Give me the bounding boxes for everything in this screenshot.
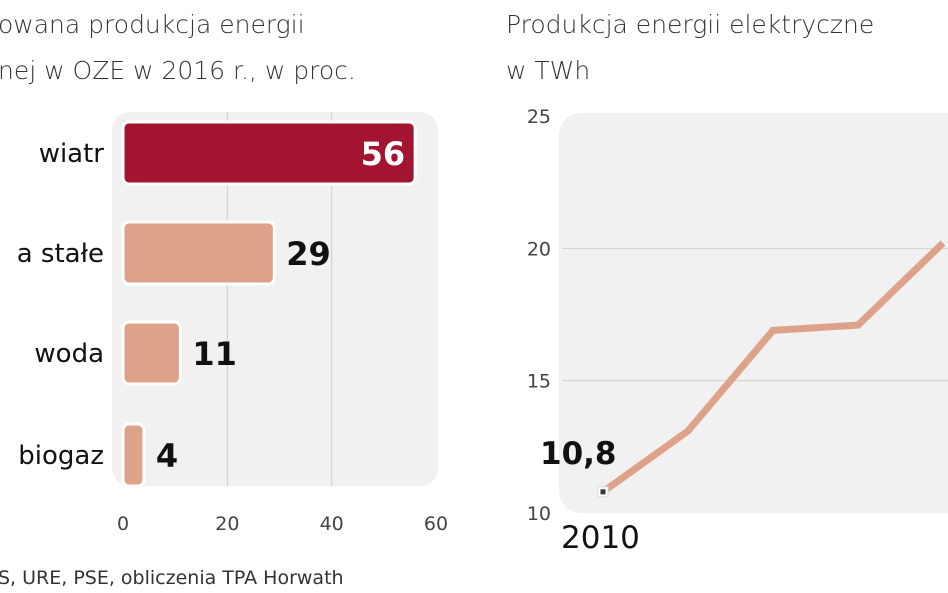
x-tick-2010: 2010 <box>561 520 640 556</box>
value-label: 4 <box>156 437 178 475</box>
value-label: 29 <box>286 235 331 273</box>
bar <box>121 220 276 286</box>
y-tick-label: 15 <box>527 371 551 393</box>
y-tick-label: 10 <box>527 503 551 525</box>
x-tick-label: 0 <box>117 513 129 535</box>
category-label: woda <box>34 339 104 369</box>
line-chart-title-line-2: w TWh <box>506 56 590 85</box>
bar-chart-title-line-2: nej w OZE w 2016 r., w proc. <box>0 56 356 85</box>
bar-chart: owana produkcja energii nej w OZE w 2016… <box>0 10 448 589</box>
x-tick-label: 60 <box>424 513 448 535</box>
source-note: S, URE, PSE, obliczenia TPA Horwath <box>0 567 344 589</box>
line-chart: Produkcja energii elektryczne w TWh 10 15… <box>506 10 948 556</box>
point-label-2010: 10,8 <box>540 436 617 472</box>
category-label: wiatr <box>39 139 105 169</box>
bar-chart-title-line-1: owana produkcja energii <box>0 10 305 39</box>
series-line <box>600 240 946 495</box>
line-plot-panel <box>559 113 948 513</box>
line-chart-title-line-1: Produkcja energii elektryczne <box>506 10 874 39</box>
x-tick-label: 20 <box>215 513 239 535</box>
category-label: a stałe <box>17 239 104 269</box>
y-tick-label: 25 <box>527 106 551 128</box>
start-marker-dot <box>600 489 606 495</box>
x-tick-label: 40 <box>320 513 344 535</box>
value-label: 11 <box>192 335 237 373</box>
bar <box>121 422 146 488</box>
category-label: biogaz <box>18 441 104 471</box>
bar <box>121 120 417 186</box>
bar <box>121 320 182 386</box>
bar-plot-panel <box>112 112 438 486</box>
y-tick-label: 20 <box>527 238 551 260</box>
value-label: 56 <box>361 135 406 173</box>
